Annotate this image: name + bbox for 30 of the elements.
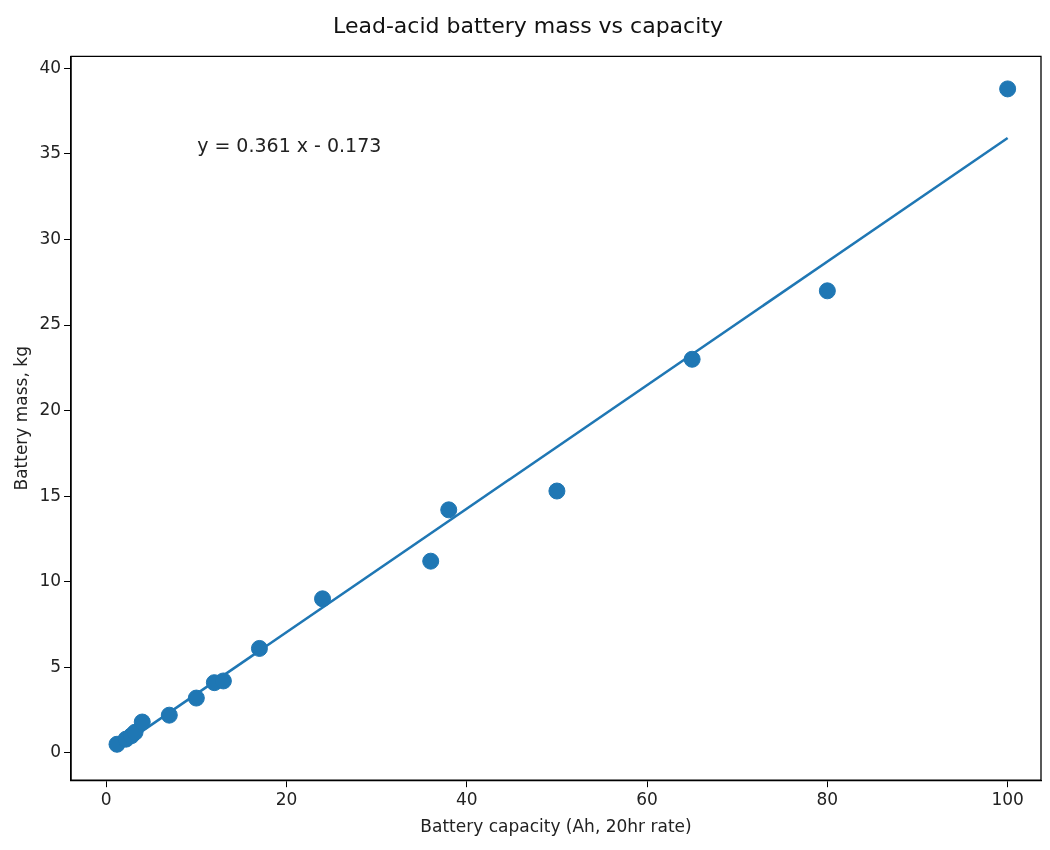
x-tick-label: 100 [991,788,1024,809]
point [160,706,178,724]
point [422,552,440,570]
x-tick-label: 20 [275,788,298,809]
y-tick-label: 10 [39,570,62,591]
x-tick-label: 40 [455,788,478,809]
y-tick-label: 0 [50,741,62,762]
y-tick-label: 40 [39,56,62,77]
x-tick-label: 0 [100,788,112,809]
chart-title: Lead-acid battery mass vs capacity [333,12,723,38]
point [440,501,458,519]
x-tick-label: 60 [636,788,658,809]
point [187,689,205,707]
point [133,713,151,731]
y-tick-label: 20 [39,399,62,420]
point [999,80,1017,98]
y-axis-title: Battery mass, kg [10,346,31,491]
point [683,350,701,368]
y-tick-label: 30 [39,227,62,248]
y-tick-label: 5 [50,655,62,676]
point [548,482,566,500]
x-axis-title: Battery capacity (Ah, 20hr rate) [420,816,692,837]
y-tick-label: 15 [39,484,62,505]
y-tick-label: 25 [39,313,62,334]
point [250,639,268,657]
x-tick-label: 80 [816,788,839,809]
y-tick-label: 35 [39,142,62,163]
point [818,282,836,300]
point [314,590,332,608]
annotation: y = 0.361 x - 0.173 [197,133,382,156]
